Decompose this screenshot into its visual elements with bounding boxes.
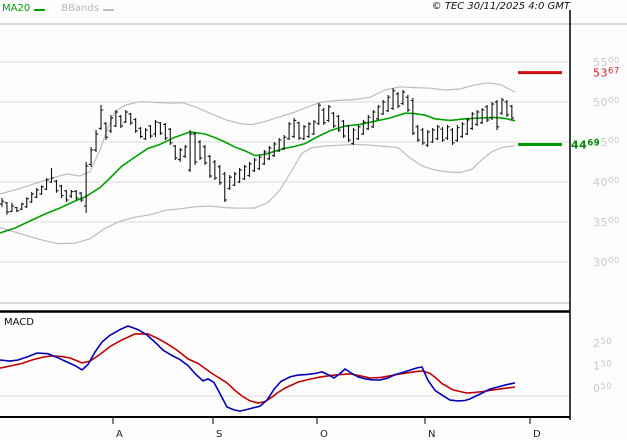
axis-tick-label: 150 [593,360,612,373]
axis-tick-label: 4469 [571,138,600,151]
bollinger-lower-line [0,143,516,245]
month-label: A [116,429,123,440]
axis-tick-label: 4000 [593,176,620,189]
axis-tick-label: 050 [593,382,612,395]
month-label: O [320,429,328,440]
bbands-legend-swatch [102,8,114,11]
axis-tick-label: 5367 [593,67,620,80]
gridlines [0,23,627,397]
ma20-line [0,112,516,234]
axis-tick-label: 3500 [593,216,620,229]
axis-tick-label: 3000 [593,256,620,269]
macd-line [0,325,516,412]
axis-tick-label: 250 [593,337,612,350]
axis-tick-label: 5000 [593,96,620,109]
bollinger-upper-line [0,82,516,195]
macd-panel-label: MACD [4,317,34,328]
panel-borders [0,10,571,420]
ma20-legend-label: MA20 [2,3,31,14]
candles [0,88,515,215]
y-axis-labels: 5500 5000 4500 4000 3500 3000 5367 4469 250 150 05… [571,56,620,395]
legend: MA20 BBands [2,3,114,15]
month-label: N [428,429,435,440]
copyright-text: © TEC 30/11/2025 4:0 GMT [431,1,570,12]
axis-tick-label: 5500 [593,56,620,69]
ma20-legend-swatch [34,8,46,11]
axis-tick-label: 4500 [593,136,620,149]
month-label: D [533,429,541,440]
month-label: S [216,429,222,440]
bbands-legend-label: BBands [61,3,99,14]
